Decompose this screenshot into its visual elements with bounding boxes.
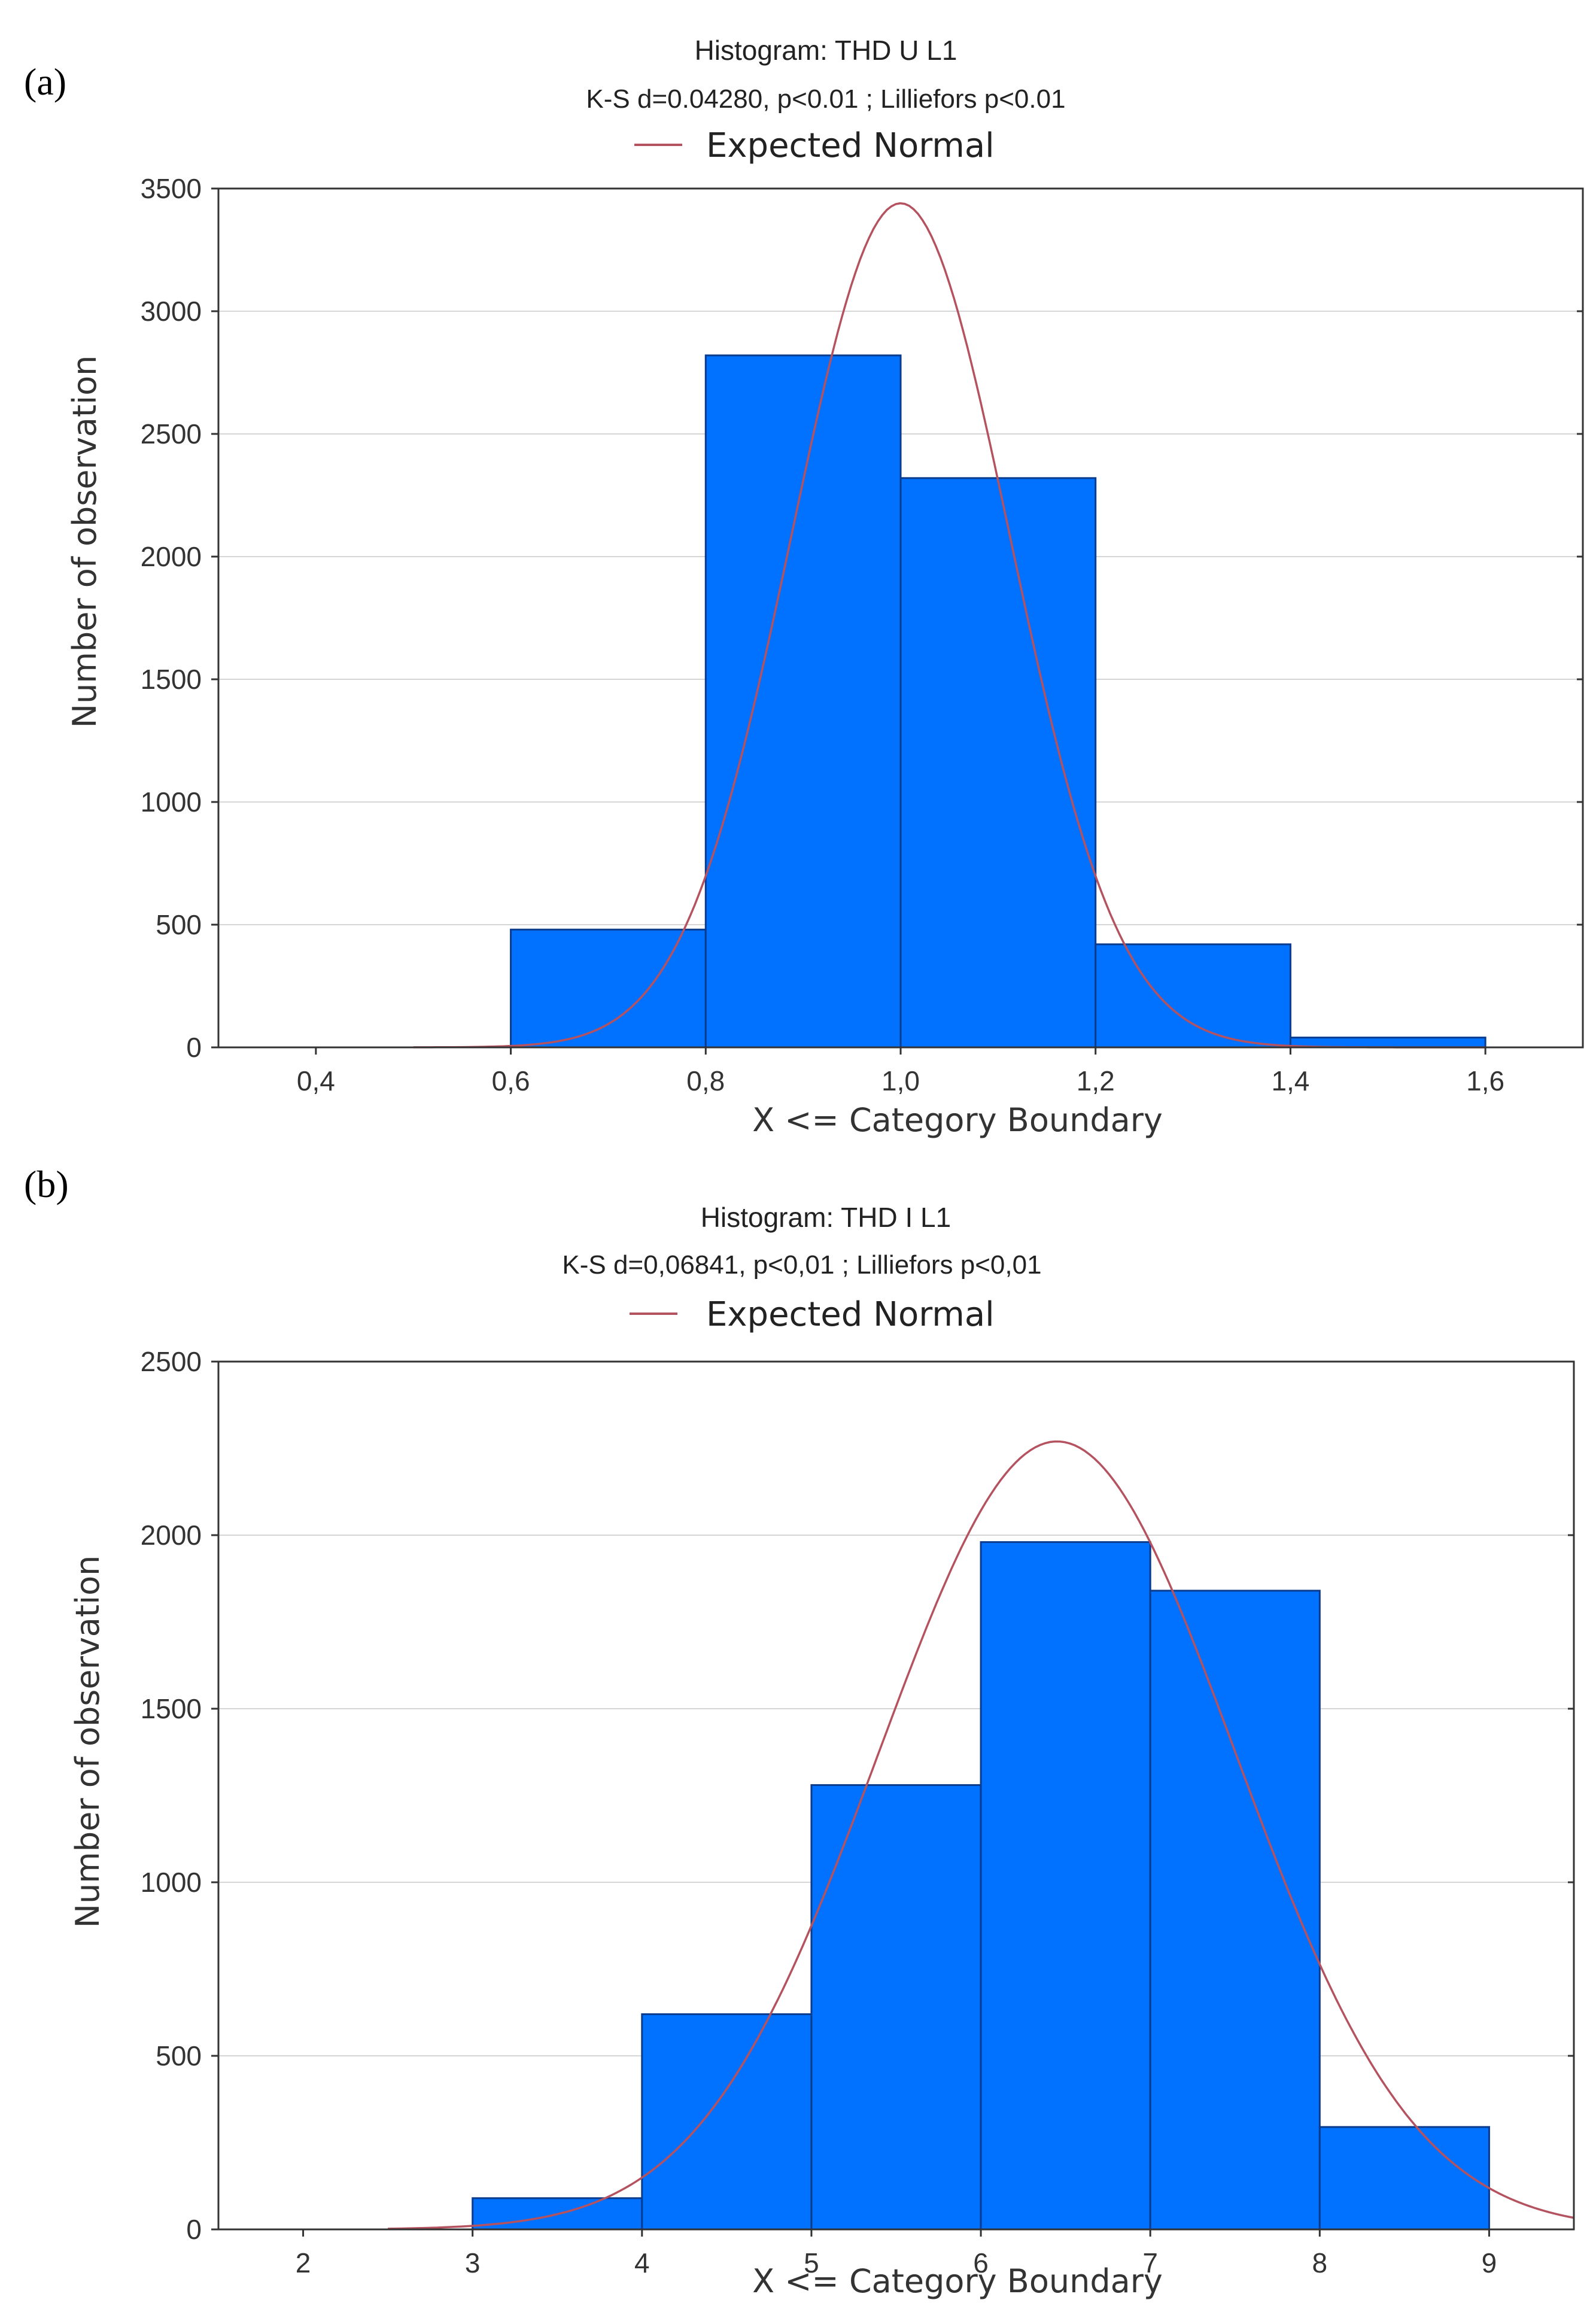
histogram-bar (980, 1541, 1151, 2231)
legend-label-a: Expected Normal (706, 126, 995, 165)
chart-subtitle-a: K-S d=0.04280, p<0.01 ; Lilliefors p<0.0… (586, 84, 1065, 114)
y-axis-label-a: Number of observation (66, 356, 104, 728)
histogram-panel-a: (a) Histogram: THD U L1 K-S d=0.04280, p… (24, 35, 1584, 1139)
y-tick-label: 2000 (141, 541, 202, 572)
y-tick-label: 3500 (141, 173, 202, 204)
x-tick-label: 0,4 (297, 1065, 335, 1096)
y-tick-label: 1000 (141, 786, 202, 818)
x-tick-label: 1,4 (1271, 1065, 1309, 1096)
y-tick-label: 2500 (141, 418, 202, 449)
x-axis-label-b: X <= Category Boundary (752, 2262, 1163, 2300)
y-tick-label: 1500 (141, 664, 202, 695)
histogram-bar (899, 477, 1097, 1049)
x-tick-label: 1,6 (1466, 1065, 1504, 1096)
y-tick-label: 1000 (141, 1867, 202, 1898)
histogram-bar (641, 2013, 813, 2231)
y-tick-label: 500 (156, 909, 202, 940)
x-tick-label: 3 (465, 2247, 481, 2278)
histogram-bar (1318, 2126, 1490, 2231)
y-tick-label: 500 (156, 2040, 202, 2071)
chart-title-a: Histogram: THD U L1 (695, 35, 957, 66)
panel-tag-b: (b) (24, 1163, 69, 1205)
x-tick-label: 0,8 (686, 1065, 725, 1096)
x-tick-label: 1,0 (881, 1065, 920, 1096)
x-tick-label: 6 (973, 2247, 989, 2278)
y-tick-label: 3000 (141, 296, 202, 327)
y-tick-label: 0 (186, 2214, 202, 2245)
x-tick-label: 2 (296, 2247, 311, 2278)
y-tick-label: 1500 (141, 1693, 202, 1724)
expected-normal-curve (388, 1440, 1574, 2230)
y-tick-label: 0 (186, 1032, 202, 1063)
histogram-bar (1149, 1590, 1321, 2231)
histogram-panel-b: (b) Histogram: THD I L1 K-S d=0,06841, p… (24, 1163, 1575, 2300)
plot-area-b: 0 500 1000 1500 2000 2500 2 3 4 5 6 7 8 9 (141, 1346, 1575, 2278)
plot-frame (217, 1360, 1575, 2231)
x-tick-label: 9 (1482, 2247, 1497, 2278)
panel-tag-a: (a) (24, 60, 66, 103)
x-tick-label: 1,2 (1077, 1065, 1115, 1096)
x-tick-label: 4 (634, 2247, 650, 2278)
x-tick-label: 0,6 (492, 1065, 530, 1096)
x-tick-label: 8 (1312, 2247, 1328, 2278)
x-axis-label-a: X <= Category Boundary (752, 1101, 1163, 1139)
histogram-bar (1095, 943, 1291, 1049)
y-tick-label: 2000 (141, 1520, 202, 1551)
histogram-bar (810, 1784, 982, 2231)
y-axis-label-b: Number of observation (69, 1555, 107, 1928)
legend-label-b: Expected Normal (706, 1295, 995, 1334)
histogram-bar (510, 928, 707, 1049)
chart-subtitle-b: K-S d=0,06841, p<0,01 ; Lilliefors p<0,0… (562, 1250, 1041, 1280)
plot-area-a: 0 500 1000 1500 2000 2500 3000 3500 0,4 0,6 0,8 1,0… (141, 173, 1584, 1096)
chart-title-b: Histogram: THD I L1 (701, 1202, 951, 1233)
x-tick-label: 5 (804, 2247, 819, 2278)
x-tick-label: 7 (1142, 2247, 1158, 2278)
y-tick-label: 2500 (141, 1346, 202, 1377)
histogram-bar (704, 354, 902, 1049)
